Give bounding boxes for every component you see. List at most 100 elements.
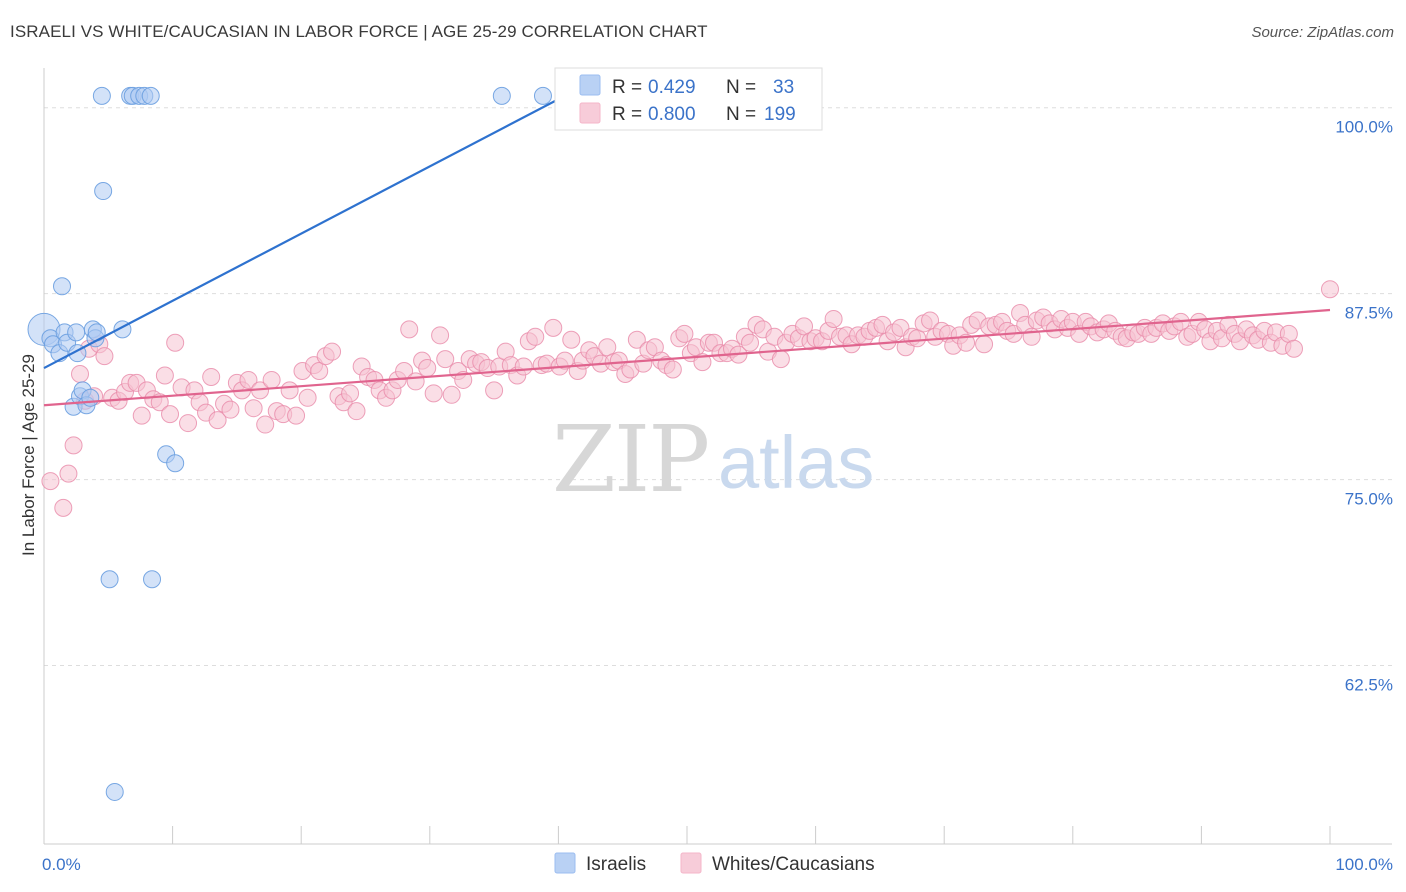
point-whites-64 [424, 384, 443, 403]
point-whites-104 [663, 360, 682, 379]
legend-n-value-whites: 199 [764, 104, 796, 125]
point-whites-2 [59, 464, 78, 483]
legend-bottom-label-whites: Whites/Caucasians [712, 854, 875, 875]
point-israelis-26 [141, 86, 160, 105]
gridlines [44, 107, 1392, 667]
point-whites-27 [202, 367, 221, 386]
point-whites-28 [208, 411, 227, 430]
trendline-whites [43, 308, 1331, 407]
point-whites-84 [544, 318, 563, 337]
point-whites-147 [921, 311, 940, 330]
point-israelis-30 [492, 86, 511, 105]
point-whites-117 [741, 333, 760, 352]
legend-swatch-israelis [579, 74, 601, 96]
x-tick-label-1: 100.0% [1335, 855, 1393, 874]
point-whites-63 [418, 359, 437, 378]
point-israelis-29 [166, 454, 185, 473]
point-whites-23 [179, 414, 198, 433]
point-whites-21 [166, 333, 185, 352]
point-whites-50 [341, 384, 360, 403]
point-whites-156 [975, 335, 994, 354]
legend-bottom-swatch-whites [680, 852, 702, 874]
point-israelis-18 [94, 182, 113, 201]
point-whites-51 [347, 402, 366, 421]
watermark-atlas: atlas [718, 421, 874, 504]
point-whites-145 [908, 329, 927, 348]
point-whites-33 [239, 370, 258, 389]
point-whites-208 [1284, 339, 1303, 358]
point-whites-45 [310, 362, 329, 381]
point-whites-34 [244, 399, 263, 418]
legend-r-value-israelis: 0.429 [648, 77, 696, 98]
y-tick-labels: 62.5% 75.0% 87.5% 100.0% [1335, 118, 1393, 695]
point-whites-93 [598, 338, 617, 357]
legend-n-label-whites: N = [726, 104, 756, 125]
chart-title: ISRAELI VS WHITE/CAUCASIAN IN LABOR FORC… [10, 22, 708, 41]
y-tick-label-1: 75.0% [1345, 490, 1393, 509]
point-israelis-19 [100, 570, 119, 589]
legend-swatch-whites [579, 102, 601, 124]
point-whites-36 [256, 415, 275, 434]
point-whites-60 [400, 320, 419, 339]
point-israelis-7 [67, 323, 86, 342]
point-whites-87 [562, 330, 581, 349]
x-tick-labels: 0.0% 100.0% [42, 855, 1393, 874]
trendlines [43, 94, 1331, 407]
point-whites-122 [771, 350, 790, 369]
series-israelis [27, 86, 635, 801]
point-whites-131 [824, 309, 843, 328]
point-whites-86 [555, 351, 574, 370]
point-whites-43 [298, 388, 317, 407]
source-credit: Source: ZipAtlas.com [1251, 24, 1394, 41]
point-whites-74 [485, 381, 504, 400]
legend-r-value-whites: 0.800 [648, 104, 696, 125]
axes [43, 68, 1392, 845]
point-whites-3 [64, 436, 83, 455]
y-tick-label-2: 87.5% [1345, 304, 1393, 323]
point-whites-67 [442, 385, 461, 404]
point-whites-65 [431, 326, 450, 345]
legend-n-value-israelis: 33 [773, 77, 794, 98]
legend-r-label-israelis: R = [612, 77, 642, 98]
point-whites-37 [262, 370, 281, 389]
point-israelis-20 [105, 782, 124, 801]
legend-r-label-whites: R = [612, 104, 642, 125]
series-whites-caucasians [41, 280, 1339, 517]
point-whites-98 [627, 330, 646, 349]
y-tick-label-3: 100.0% [1335, 118, 1393, 137]
watermark-zip: ZIP [552, 406, 708, 513]
legend-bottom-swatch-israelis [554, 852, 576, 874]
point-whites-9 [95, 347, 114, 366]
point-whites-153 [957, 333, 976, 352]
legend-n-label-israelis: N = [726, 77, 756, 98]
point-israelis-12 [81, 388, 100, 407]
point-israelis-17 [92, 86, 111, 105]
x-tick-label-0: 0.0% [42, 855, 81, 874]
trendline-israelis [43, 94, 566, 370]
point-whites-19 [155, 366, 174, 385]
point-whites-209 [1321, 280, 1339, 299]
point-whites-47 [323, 342, 342, 361]
point-whites-69 [454, 370, 473, 389]
point-whites-40 [280, 381, 299, 400]
point-whites-30 [221, 400, 240, 419]
point-whites-20 [161, 405, 180, 424]
watermark: ZIP atlas [552, 406, 874, 513]
legend-top: R = 0.429 N = 33 R = 0.800 N = 199 [554, 67, 823, 131]
point-whites-0 [41, 472, 60, 491]
legend-bottom-label-israelis: Israelis [586, 854, 646, 875]
point-whites-81 [526, 327, 545, 346]
point-whites-61 [406, 372, 425, 391]
point-whites-4 [71, 364, 90, 383]
point-whites-15 [132, 406, 151, 425]
point-whites-106 [675, 324, 694, 343]
point-whites-79 [514, 357, 533, 376]
point-israelis-31 [533, 86, 552, 105]
point-whites-66 [436, 350, 455, 369]
point-whites-1 [54, 498, 73, 517]
y-axis-title: In Labor Force | Age 25-29 [19, 354, 38, 556]
point-israelis-27 [143, 570, 162, 589]
point-whites-126 [795, 317, 814, 336]
point-whites-41 [287, 406, 306, 425]
